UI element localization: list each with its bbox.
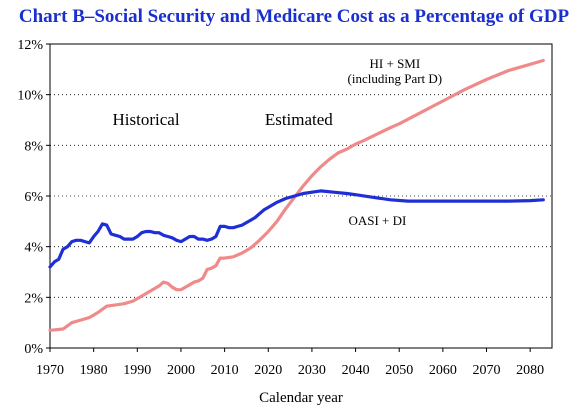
y-tick-label: 4% [24, 241, 43, 256]
x-tick-label: 2070 [473, 363, 501, 378]
y-axis: 0% 2% 4% 6% 8% 10% 12% [17, 38, 50, 357]
x-tick-label: 2050 [385, 363, 413, 378]
annotation-historical: Historical [113, 110, 180, 129]
series-label-line: (including Part D) [348, 71, 443, 86]
series-label-hi-smi: HI + SMI (including Part D) [348, 56, 443, 86]
x-tick-label: 2080 [516, 363, 544, 378]
series-line-oasi-di [48, 189, 545, 269]
y-tick-label: 0% [24, 342, 43, 357]
annotation-estimated: Estimated [265, 110, 333, 129]
x-tick-label: 2020 [254, 363, 282, 378]
y-tick-label: 8% [24, 139, 43, 154]
x-tick-label: 1980 [80, 363, 108, 378]
x-tick-label: 2060 [429, 363, 457, 378]
x-tick-label: 2010 [211, 363, 239, 378]
series-lines [48, 58, 545, 332]
x-tick-label: 2030 [298, 363, 326, 378]
x-tick-label: 1990 [123, 363, 151, 378]
y-tick-label: 10% [17, 89, 43, 104]
series-label-line: HI + SMI [370, 56, 421, 71]
series-line-hi-smi [48, 58, 545, 332]
x-axis-label: Calendar year [259, 390, 343, 406]
y-tick-label: 2% [24, 291, 43, 306]
x-tick-label: 1970 [36, 363, 64, 378]
y-tick-label: 6% [24, 190, 43, 205]
x-tick-label: 2040 [342, 363, 370, 378]
series-label-oasi-di: OASI + DI [348, 213, 406, 228]
x-axis: 1970 1980 1990 2000 2010 2020 2030 2040 2050 2060… [36, 348, 544, 378]
x-tick-label: 2000 [167, 363, 195, 378]
y-tick-label: 12% [17, 38, 43, 53]
chart-title: Chart B–Social Security and Medicare Cos… [18, 6, 570, 27]
